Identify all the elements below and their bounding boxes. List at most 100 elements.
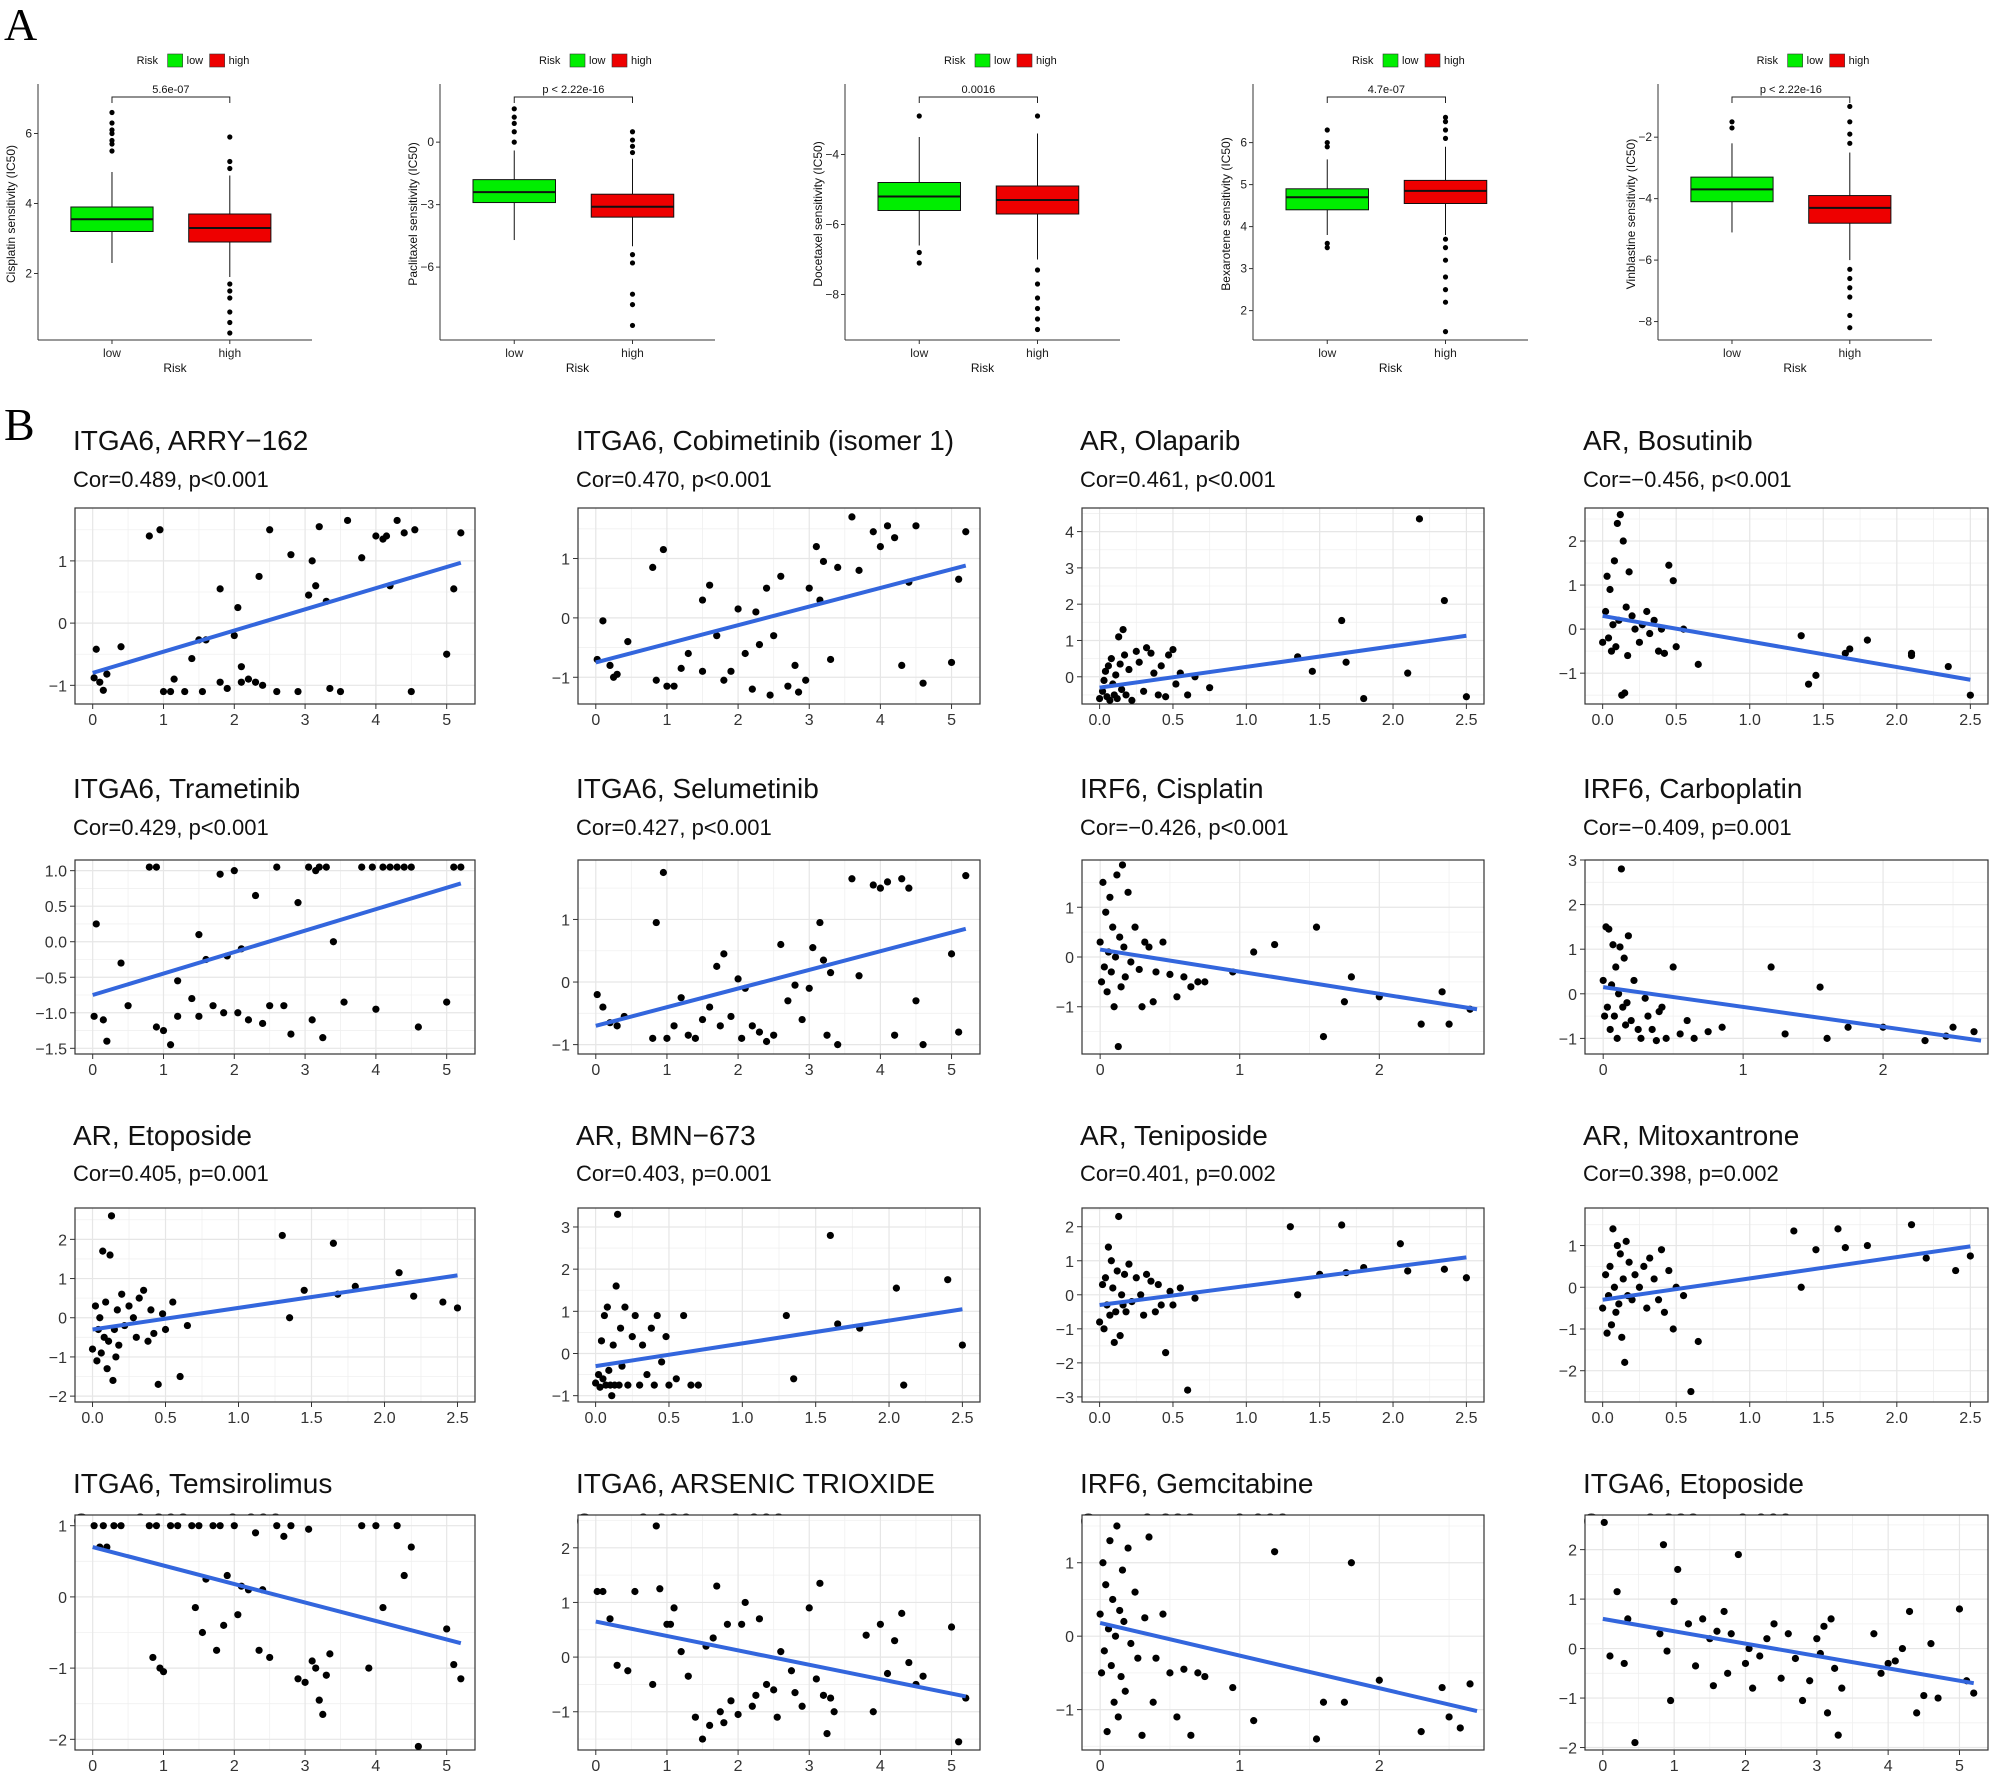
data-point xyxy=(912,997,920,1005)
scatter-panel: ITGA6, ARSENIC TRIOXIDECor=−0.389, p=0.0… xyxy=(552,1468,981,1775)
x-tick-label: 0.0 xyxy=(1592,712,1614,729)
data-point xyxy=(251,1529,260,1537)
data-point xyxy=(599,617,607,625)
y-tick-label: −1 xyxy=(1056,1322,1074,1339)
data-point xyxy=(112,1353,120,1361)
outlier-point xyxy=(1442,245,1449,251)
data-point xyxy=(1617,865,1625,873)
data-point xyxy=(741,649,749,658)
legend-label-low: low xyxy=(187,55,204,67)
outlier-point xyxy=(1442,135,1449,141)
data-point xyxy=(698,1015,707,1024)
data-point xyxy=(955,1738,963,1746)
data-point xyxy=(1616,1250,1624,1258)
data-point xyxy=(605,1366,613,1374)
y-tick-label: −1 xyxy=(1559,1031,1577,1048)
x-tick-label: 0.5 xyxy=(1665,1410,1687,1427)
data-point xyxy=(1884,1659,1892,1668)
data-point xyxy=(273,863,281,871)
scatter-subtitle: Cor=0.401, p=0.002 xyxy=(1080,1161,1276,1186)
data-point xyxy=(1709,1682,1717,1690)
data-point xyxy=(647,1324,655,1332)
data-point xyxy=(1440,1265,1448,1273)
y-tick-label: 0 xyxy=(58,1311,67,1328)
legend-title: Risk xyxy=(1352,55,1374,67)
y-axis-title: Paclitaxel sensitivity (IC50) xyxy=(406,142,420,285)
data-point xyxy=(755,1615,764,1623)
x-tick-label: 2 xyxy=(1375,1758,1384,1775)
data-point xyxy=(1184,691,1192,699)
data-point xyxy=(237,663,245,671)
x-tick-label: 1.0 xyxy=(227,1410,249,1427)
x-tick-label: 1.5 xyxy=(1309,1410,1331,1427)
data-point xyxy=(170,675,178,683)
legend-swatch-high xyxy=(1016,53,1033,68)
y-tick-label: 2 xyxy=(1568,534,1577,551)
data-point xyxy=(1127,958,1135,966)
data-point xyxy=(599,1003,607,1011)
y-tick-label: 3 xyxy=(1240,262,1247,276)
data-point xyxy=(1635,638,1644,646)
data-point xyxy=(1806,1677,1814,1685)
data-point xyxy=(631,1311,639,1320)
data-point xyxy=(1955,1605,1964,1613)
data-point xyxy=(1104,662,1113,670)
data-point xyxy=(670,1604,678,1612)
data-point xyxy=(379,1603,387,1612)
data-point xyxy=(1271,1548,1279,1556)
y-tick-label: 1 xyxy=(58,554,67,571)
data-point xyxy=(1096,694,1104,703)
data-point xyxy=(1694,660,1702,668)
data-point xyxy=(457,863,465,871)
legend-label-low: low xyxy=(1402,55,1419,67)
data-point xyxy=(919,1672,927,1680)
data-point xyxy=(1125,1260,1133,1268)
y-tick-label: −2 xyxy=(49,1389,67,1406)
outlier-point xyxy=(227,134,233,140)
plot-border xyxy=(577,507,981,705)
data-point xyxy=(616,1324,625,1332)
data-point xyxy=(1603,572,1611,580)
data-point xyxy=(1669,963,1677,971)
outlier-point xyxy=(1034,281,1041,287)
data-point xyxy=(1659,1541,1668,1549)
data-point xyxy=(1415,515,1424,523)
data-point xyxy=(237,678,245,686)
data-point xyxy=(1870,1630,1878,1638)
data-point xyxy=(748,1022,756,1030)
data-point xyxy=(1613,1034,1621,1042)
data-point xyxy=(826,1694,835,1702)
data-point xyxy=(294,899,302,907)
data-point xyxy=(183,1321,192,1330)
data-point xyxy=(762,1037,771,1046)
data-point xyxy=(1135,965,1143,974)
outlier-point xyxy=(1442,114,1449,120)
outlier-point xyxy=(1324,144,1330,150)
data-point xyxy=(1656,1630,1664,1638)
data-point xyxy=(1610,1012,1618,1020)
y-tick-label: 5 xyxy=(1240,178,1247,192)
data-point xyxy=(223,1571,231,1580)
data-point xyxy=(113,1306,121,1314)
data-point xyxy=(1966,1252,1974,1260)
data-point xyxy=(1462,693,1470,701)
outlier-point xyxy=(1847,131,1853,137)
data-point xyxy=(905,884,913,892)
data-point xyxy=(1342,658,1350,666)
data-point xyxy=(1250,948,1258,956)
x-tick-label: 0.0 xyxy=(584,1410,606,1427)
y-tick-label: 1 xyxy=(561,912,570,929)
data-point xyxy=(1120,1270,1129,1278)
data-point xyxy=(727,1697,735,1705)
data-point xyxy=(149,1653,157,1662)
data-point xyxy=(638,1341,647,1349)
data-point xyxy=(174,1522,182,1530)
data-point xyxy=(329,938,338,946)
data-point xyxy=(770,1031,778,1039)
y-tick-label: 0 xyxy=(1568,622,1577,639)
data-point xyxy=(1097,978,1106,986)
data-point xyxy=(1147,649,1155,657)
data-point xyxy=(919,1041,927,1049)
data-point xyxy=(848,513,856,521)
scatter-subtitle: Cor=0.403, p=0.001 xyxy=(576,1161,772,1186)
